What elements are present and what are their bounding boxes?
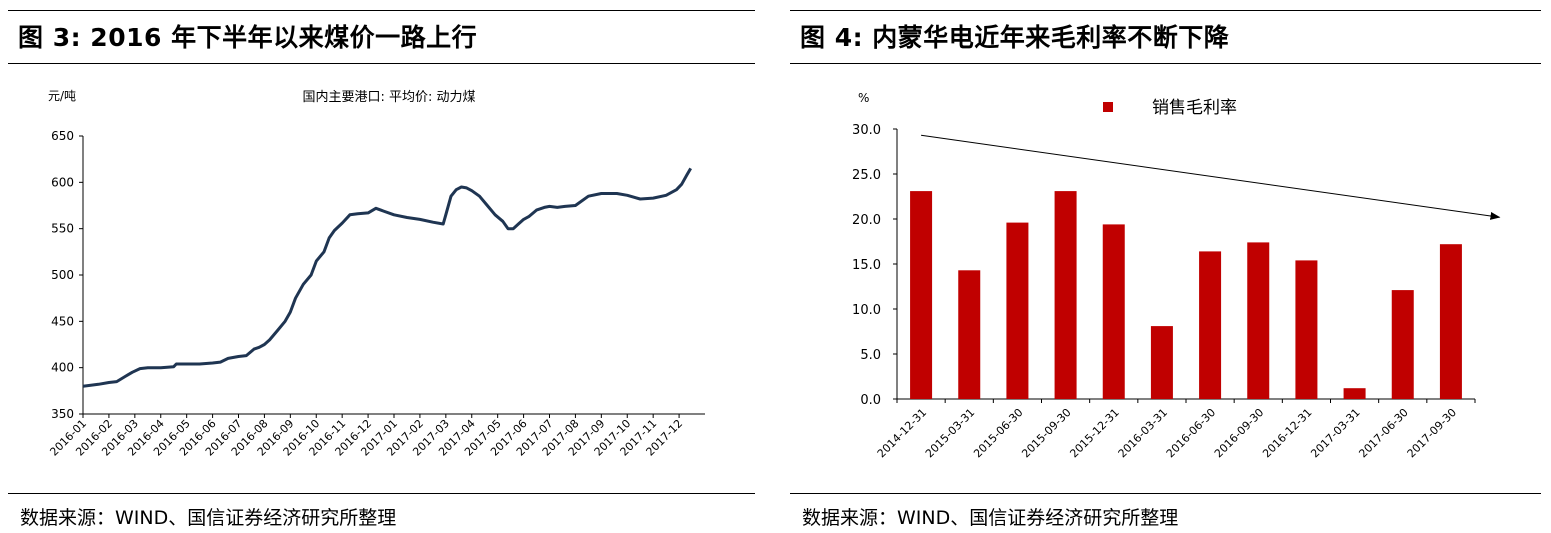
bar-2016-09-30 bbox=[1247, 242, 1270, 399]
y-tick-label: 30.0 bbox=[852, 123, 881, 138]
top-rule bbox=[790, 10, 1541, 11]
y-axis-unit-label: 元/吨 bbox=[48, 89, 76, 103]
y-axis-unit-label: % bbox=[858, 91, 869, 105]
x-tick-label: 2016-06-30 bbox=[1164, 406, 1218, 460]
x-tick-label: 2015-09-30 bbox=[1019, 406, 1073, 460]
x-tick-label: 2015-06-30 bbox=[971, 406, 1025, 460]
legend-swatch bbox=[1103, 102, 1113, 112]
y-tick-label: 25.0 bbox=[852, 168, 881, 183]
y-tick-label: 15.0 bbox=[852, 258, 881, 273]
figure-4-panel: 图 4: 内蒙华电近年来毛利率不断下降 % 销售毛利率 0.0 5.0 10.0 15.0… bbox=[790, 0, 1541, 533]
figure-title: 图 4: 内蒙华电近年来毛利率不断下降 bbox=[800, 23, 1230, 52]
bar-2016-06-30 bbox=[1199, 251, 1222, 399]
y-tick-label: 400 bbox=[51, 361, 74, 375]
y-tick-label: 600 bbox=[51, 175, 74, 189]
x-tick-label: 2017-03-31 bbox=[1308, 406, 1362, 460]
bar-2017-03-31 bbox=[1343, 388, 1366, 399]
bar-2016-03-31 bbox=[1150, 326, 1173, 399]
chart-title: 国内主要港口: 平均价: 动力煤 bbox=[302, 89, 475, 105]
bottom-rule bbox=[8, 493, 755, 494]
x-tick-label: 2016-12-31 bbox=[1260, 406, 1314, 460]
y-tick-label: 350 bbox=[51, 407, 74, 421]
x-tick-label: 2015-03-31 bbox=[923, 406, 977, 460]
x-tick-label: 2016-09-30 bbox=[1212, 406, 1266, 460]
y-tick-label: 550 bbox=[51, 222, 74, 236]
x-tick-label: 2017-09-30 bbox=[1405, 406, 1459, 460]
coal-price-line-chart: 元/吨 国内主要港口: 平均价: 动力煤 350 400 450 500 550 600 650… bbox=[47, 89, 705, 459]
x-tick-label: 2015-12-31 bbox=[1067, 406, 1121, 460]
y-tick-label: 20.0 bbox=[852, 213, 881, 228]
bar-2016-12-31 bbox=[1295, 260, 1318, 399]
bar-2015-12-31 bbox=[1102, 224, 1125, 399]
legend-label: 销售毛利率 bbox=[1152, 98, 1237, 118]
bottom-rule bbox=[790, 493, 1541, 494]
bar-2015-03-31 bbox=[958, 270, 981, 399]
y-tick-label: 500 bbox=[51, 268, 74, 282]
gross-margin-bar-chart: % 销售毛利率 0.0 5.0 10.0 15.0 20.0 25.0 30.0 2014-12-… bbox=[852, 91, 1501, 460]
bar-2015-06-30 bbox=[1006, 222, 1029, 399]
top-rule bbox=[8, 10, 755, 11]
source-note: 数据来源：WIND、国信证券经济研究所整理 bbox=[20, 507, 397, 529]
bar-2015-09-30 bbox=[1054, 191, 1077, 399]
source-note: 数据来源：WIND、国信证券经济研究所整理 bbox=[802, 507, 1179, 529]
price-series-line bbox=[82, 167, 692, 388]
y-tick-label: 10.0 bbox=[852, 303, 881, 318]
title-rule bbox=[8, 63, 755, 64]
x-tick-label: 2017-06-30 bbox=[1356, 406, 1410, 460]
y-tick-label: 0.0 bbox=[860, 393, 881, 408]
bar-2017-06-30 bbox=[1391, 290, 1414, 399]
x-tick-label: 2014-12-31 bbox=[875, 406, 929, 460]
x-tick-label: 2016-03-31 bbox=[1116, 406, 1170, 460]
y-tick-label: 450 bbox=[51, 314, 74, 328]
bar-2014-12-31 bbox=[910, 191, 933, 399]
title-rule bbox=[790, 63, 1541, 64]
trend-arrow bbox=[921, 134, 1501, 220]
y-tick-label: 650 bbox=[51, 129, 74, 143]
bar-2017-09-30 bbox=[1439, 244, 1462, 399]
y-tick-label: 5.0 bbox=[860, 348, 881, 363]
figure-3-panel: 图 3: 2016 年下半年以来煤价一路上行 元/吨 国内主要港口: 平均价: 动… bbox=[8, 0, 755, 533]
figure-title: 图 3: 2016 年下半年以来煤价一路上行 bbox=[18, 23, 478, 52]
